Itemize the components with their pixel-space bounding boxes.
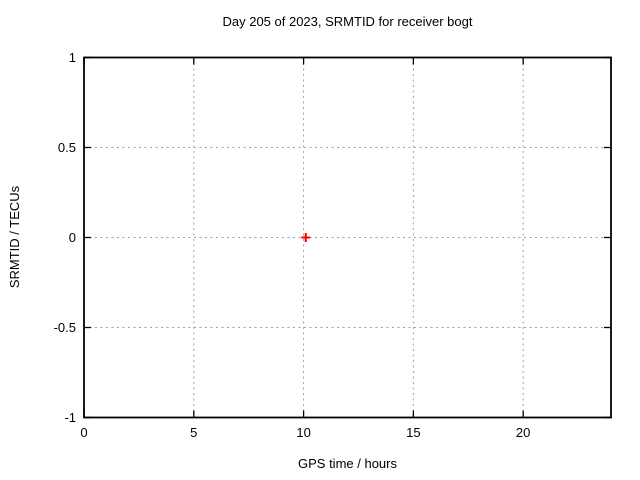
y-tick-label: 0 — [68, 229, 76, 245]
y-tick-label: 1 — [68, 49, 76, 65]
x-tick-label: 0 — [80, 424, 88, 440]
chart-title: Day 205 of 2023, SRMTID for receiver bog… — [222, 14, 473, 29]
plot-border — [83, 56, 612, 419]
y-tick-label: -1 — [64, 409, 76, 425]
x-tick-label: 15 — [406, 424, 421, 440]
y-tick-label: -0.5 — [53, 319, 76, 335]
y-tick-label: 0.5 — [57, 139, 76, 155]
x-tick-label: 20 — [515, 424, 531, 440]
x-tick-label: 5 — [190, 424, 198, 440]
x-axis-label: GPS time / hours — [298, 456, 397, 471]
x-tick-label: 10 — [296, 424, 311, 440]
